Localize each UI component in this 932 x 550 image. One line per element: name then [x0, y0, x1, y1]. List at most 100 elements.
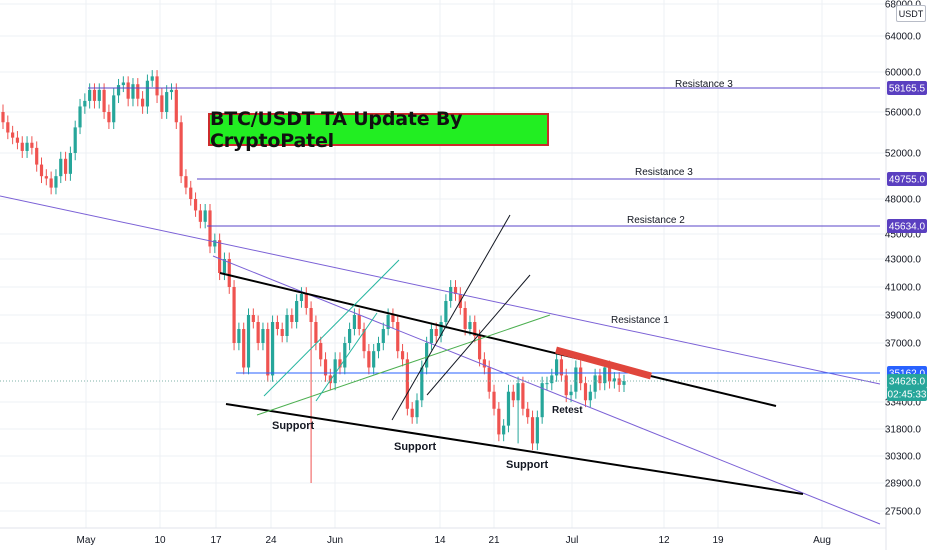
candle-body[interactable]	[275, 322, 279, 329]
wedge-lower-line[interactable]	[225, 403, 804, 495]
teal-channel-line-1[interactable]	[263, 259, 400, 397]
candle-body[interactable]	[121, 82, 125, 86]
candle-body[interactable]	[83, 100, 87, 107]
candle-body[interactable]	[63, 158, 68, 174]
candle-body[interactable]	[511, 391, 515, 401]
candle-body[interactable]	[174, 89, 178, 123]
candle-body[interactable]	[155, 76, 159, 96]
candle-body[interactable]	[35, 147, 39, 165]
candle-body[interactable]	[222, 259, 227, 273]
candle-body[interactable]	[391, 315, 395, 322]
candle-body[interactable]	[343, 343, 347, 368]
candle-body[interactable]	[6, 122, 10, 133]
candle-body[interactable]	[506, 391, 511, 426]
candle-body[interactable]	[492, 391, 496, 409]
candle-body[interactable]	[400, 351, 405, 360]
candle-body[interactable]	[429, 329, 434, 343]
candle-body[interactable]	[453, 287, 458, 294]
candle-body[interactable]	[439, 322, 443, 336]
candle-body[interactable]	[607, 367, 612, 382]
red-resistance-zone[interactable]	[555, 346, 652, 380]
candle-body[interactable]	[425, 343, 429, 368]
candle-body[interactable]	[434, 329, 438, 336]
currency-unit-badge[interactable]: USDT	[896, 5, 926, 22]
candle-body[interactable]	[213, 240, 217, 247]
candle-body[interactable]	[102, 89, 106, 112]
candle-body[interactable]	[405, 359, 409, 409]
candle-body[interactable]	[473, 322, 477, 336]
candle-body[interactable]	[603, 367, 607, 384]
candle-body[interactable]	[97, 89, 101, 101]
candle-body[interactable]	[270, 322, 275, 376]
candle-body[interactable]	[449, 287, 453, 301]
candle-body[interactable]	[535, 417, 539, 444]
candle-body[interactable]	[78, 106, 82, 128]
candle-body[interactable]	[237, 329, 241, 343]
candle-body[interactable]	[444, 301, 448, 322]
candle-body[interactable]	[381, 329, 385, 343]
candle-body[interactable]	[203, 210, 207, 222]
candle-body[interactable]	[73, 127, 77, 153]
candle-body[interactable]	[314, 322, 318, 343]
candle-body[interactable]	[30, 142, 34, 148]
candle-body[interactable]	[189, 187, 193, 200]
candle-body[interactable]	[530, 417, 535, 444]
candle-body[interactable]	[348, 329, 352, 343]
candle-body[interactable]	[227, 259, 231, 287]
candle-body[interactable]	[569, 391, 573, 396]
candle-body[interactable]	[141, 98, 145, 107]
candle-body[interactable]	[564, 375, 568, 396]
candle-body[interactable]	[328, 375, 332, 384]
candle-body[interactable]	[88, 89, 92, 101]
candle-body[interactable]	[266, 329, 270, 376]
candle-body[interactable]	[145, 80, 150, 107]
candle-body[interactable]	[261, 329, 265, 343]
candle-body[interactable]	[588, 391, 592, 401]
candle-body[interactable]	[468, 322, 472, 329]
candle-body[interactable]	[295, 301, 299, 322]
candle-body[interactable]	[617, 378, 621, 385]
black-channel-line-2[interactable]	[426, 274, 531, 396]
black-channel-line-1[interactable]	[391, 214, 511, 421]
candle-body[interactable]	[290, 315, 294, 322]
candle-body[interactable]	[521, 383, 525, 409]
candle-body[interactable]	[319, 343, 323, 360]
candle-body[interactable]	[357, 315, 361, 329]
candle-body[interactable]	[559, 359, 564, 376]
candle-body[interactable]	[516, 383, 520, 401]
candle-body[interactable]	[165, 92, 169, 112]
teal-channel-line-2[interactable]	[315, 312, 378, 402]
candle-body[interactable]	[208, 210, 212, 247]
candle-body[interactable]	[415, 400, 419, 418]
candle-body[interactable]	[502, 425, 506, 435]
candle-body[interactable]	[179, 122, 183, 177]
candle-body[interactable]	[184, 176, 188, 188]
candle-body[interactable]	[497, 408, 501, 435]
candle-body[interactable]	[482, 359, 486, 368]
upper-trendline-purple[interactable]	[0, 195, 881, 385]
candle-body[interactable]	[39, 164, 44, 177]
candle-body[interactable]	[136, 84, 140, 99]
lower-trendline-purple[interactable]	[212, 255, 881, 525]
candle-body[interactable]	[376, 343, 381, 352]
candle-body[interactable]	[593, 375, 597, 392]
candle-body[interactable]	[526, 408, 530, 418]
time-axis[interactable]: May 10 17 24 Jun 14 21 Jul 12 19 Aug	[0, 527, 886, 546]
candle-body[interactable]	[25, 142, 29, 151]
candle-body[interactable]	[116, 85, 121, 96]
candle-body[interactable]	[11, 132, 15, 138]
candle-body[interactable]	[309, 308, 313, 322]
candle-body[interactable]	[583, 383, 588, 401]
candle-body[interactable]	[280, 329, 284, 336]
candle-body[interactable]	[44, 176, 48, 179]
candle-body[interactable]	[15, 137, 20, 143]
wedge-upper-line[interactable]	[219, 272, 777, 407]
drawing-overlays[interactable]	[0, 87, 881, 525]
candle-body[interactable]	[540, 383, 544, 418]
candle-body[interactable]	[193, 199, 198, 211]
candle-body[interactable]	[352, 315, 357, 329]
candle-body[interactable]	[54, 176, 58, 188]
candle-body[interactable]	[68, 153, 72, 174]
candle-body[interactable]	[622, 381, 626, 385]
